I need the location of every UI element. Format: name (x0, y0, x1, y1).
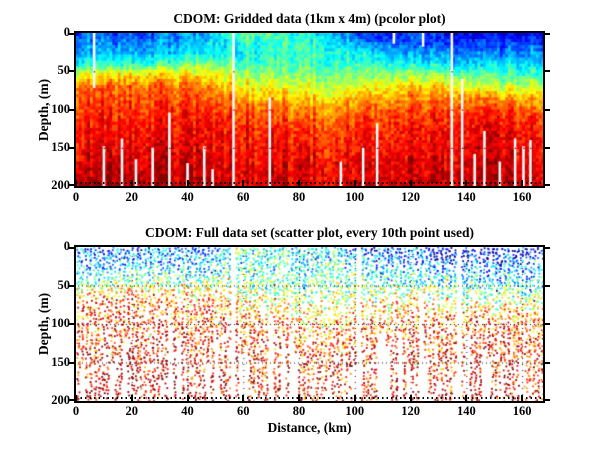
y-tick-label: 50 (57, 63, 71, 78)
x-tick-mark (130, 180, 133, 186)
y-tick-label: 100 (51, 101, 70, 116)
y-tick-mark (69, 184, 74, 186)
y-tick-label: 200 (51, 393, 70, 407)
pcolor-plot-area (69, 31, 550, 188)
y-tick-mark (69, 247, 74, 249)
x-tick-mark (186, 180, 189, 186)
y-tick-mark (69, 33, 74, 35)
x-tick-label: 40 (181, 404, 194, 418)
y-tick-mark (69, 284, 74, 287)
x-tick-mark (521, 180, 524, 186)
x-tick-label: 20 (125, 404, 139, 418)
x-tick-mark (465, 395, 468, 401)
y-tick-label: 50 (57, 277, 71, 292)
scatter-x-axis-label: Distance, (km) (267, 420, 352, 435)
scatter-canvas (76, 247, 543, 401)
x-tick-label: 160 (512, 190, 532, 204)
y-tick-mark (545, 108, 550, 111)
x-tick-label: 140 (456, 404, 476, 418)
y-tick-label: 100 (51, 316, 70, 330)
y-tick-label: 150 (51, 354, 70, 369)
x-tick-label: 20 (125, 190, 139, 204)
x-tick-label: 80 (292, 404, 306, 418)
y-tick-mark (69, 146, 74, 149)
x-tick-mark (353, 395, 356, 401)
x-tick-mark (409, 180, 412, 186)
x-tick-label: 160 (512, 404, 532, 418)
x-tick-mark (409, 395, 412, 401)
pcolor-canvas (76, 33, 543, 186)
y-tick-mark (545, 323, 550, 325)
x-tick-mark (75, 180, 77, 186)
pcolor-title: CDOM: Gridded data (1km x 4m) (pcolor pl… (173, 11, 446, 26)
y-tick-mark (545, 70, 550, 73)
x-tick-label: 60 (237, 190, 250, 204)
y-tick-label: 200 (51, 178, 70, 192)
y-tick-label: 0 (63, 25, 70, 39)
x-tick-label: 0 (72, 404, 80, 418)
x-tick-mark (521, 395, 524, 401)
x-tick-mark (298, 395, 301, 401)
y-tick-mark (545, 284, 550, 287)
x-tick-mark (465, 180, 468, 186)
x-tick-mark (186, 395, 189, 401)
y-tick-mark (545, 184, 550, 186)
x-tick-mark (130, 395, 133, 401)
x-tick-label: 100 (345, 190, 365, 204)
scatter-plot-area (69, 245, 550, 403)
y-tick-mark (69, 361, 74, 364)
y-tick-mark (545, 361, 550, 364)
y-tick-mark (69, 70, 74, 73)
y-tick-label: 0 (63, 239, 70, 253)
x-tick-mark (242, 395, 245, 401)
scatter-title: CDOM: Full data set (scatter plot, every… (145, 225, 474, 240)
x-tick-mark (353, 180, 356, 186)
x-tick-label: 120 (401, 190, 420, 204)
y-tick-mark (545, 247, 550, 249)
x-tick-label: 100 (345, 404, 365, 418)
x-tick-label: 40 (181, 190, 194, 204)
y-tick-mark (545, 146, 550, 149)
y-tick-mark (545, 33, 550, 35)
x-tick-label: 60 (237, 404, 250, 418)
x-tick-mark (75, 395, 77, 401)
y-tick-mark (69, 108, 74, 111)
y-tick-mark (69, 399, 74, 401)
x-tick-mark (298, 180, 301, 186)
x-axis-minor-ticks (76, 397, 543, 399)
x-tick-label: 0 (72, 190, 80, 204)
x-tick-label: 140 (456, 190, 476, 204)
x-tick-label: 120 (401, 404, 420, 418)
x-axis-minor-ticks (76, 182, 543, 184)
x-tick-mark (242, 180, 245, 186)
x-tick-label: 80 (292, 190, 306, 204)
y-tick-mark (69, 323, 74, 325)
y-tick-label: 150 (51, 139, 70, 154)
y-tick-mark (545, 399, 550, 401)
